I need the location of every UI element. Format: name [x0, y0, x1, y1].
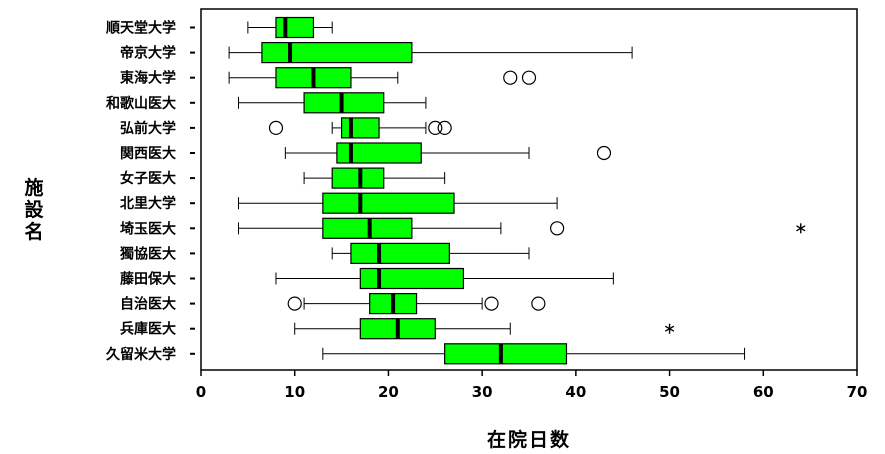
extreme-stroke: [796, 225, 806, 232]
box-1: [247, 16, 333, 39]
category-label: 獨協医大: [119, 245, 176, 262]
category-label: 久留米大学: [105, 346, 176, 363]
extreme-point: [664, 323, 675, 334]
category-label: 和歌山医大: [106, 95, 176, 112]
box-9: [237, 217, 806, 239]
box-iqr: [444, 343, 568, 365]
category-label: 順天堂大学: [106, 20, 176, 37]
outlier-point: [521, 70, 537, 85]
x-tick-label: 20: [378, 383, 399, 401]
box-iqr: [359, 267, 465, 290]
y-axis-title: 施設名: [24, 176, 44, 243]
x-tick-label: 60: [753, 383, 774, 401]
category-label: 女子医大: [120, 170, 176, 187]
box-5: [268, 117, 452, 139]
x-axis: 0 10 20 30 40 50 60 70: [196, 370, 868, 401]
plot-frame: [200, 8, 858, 371]
box-iqr: [275, 16, 315, 39]
extreme-stroke: [664, 325, 675, 332]
box-6: [284, 142, 612, 164]
box-iqr: [350, 242, 450, 264]
box-7: [303, 167, 446, 189]
box-iqr: [322, 192, 455, 214]
box-3: [228, 67, 537, 89]
box-iqr: [261, 41, 413, 64]
x-tick-label: 10: [284, 383, 305, 401]
box-iqr: [322, 217, 413, 239]
box-12: [287, 293, 546, 315]
outlier-point: [596, 145, 612, 161]
box-4: [237, 92, 427, 114]
outlier-point: [268, 120, 284, 136]
outlier-point: [287, 296, 302, 311]
box-13: [294, 318, 675, 340]
category-label: 自治医大: [120, 296, 176, 313]
category-label: 埼玉医大: [120, 220, 176, 237]
box-10: [331, 242, 530, 264]
box-iqr: [340, 117, 380, 139]
category-labels: 順天堂大学帝京大学東海大学和歌山医大弘前大学関西医大女子医大北里大学埼玉医大獨協…: [105, 20, 195, 363]
x-axis-title: 在院日数: [487, 428, 571, 451]
extreme-point: [796, 223, 806, 234]
box-14: [322, 343, 746, 365]
outlier-point: [550, 221, 565, 236]
x-tick-label: 40: [565, 383, 586, 401]
category-label: 関西医大: [120, 145, 176, 162]
box-2: [228, 41, 633, 64]
category-label: 東海大学: [120, 70, 176, 87]
box-11: [275, 267, 614, 290]
outlier-point: [503, 70, 518, 85]
outlier-point: [437, 120, 452, 136]
category-label: 帝京大学: [120, 45, 176, 62]
box-iqr: [336, 142, 422, 164]
box-iqr: [331, 167, 385, 189]
category-label: 北里大学: [120, 195, 176, 212]
category-label: 兵庫医大: [120, 321, 176, 338]
outlier-point: [484, 296, 499, 311]
outlier-point: [428, 120, 443, 136]
category-label: 藤田保大: [120, 271, 176, 288]
box-iqr: [303, 92, 385, 114]
category-label: 弘前大学: [120, 120, 176, 137]
x-tick-label: 50: [659, 383, 680, 401]
outlier-point: [531, 296, 546, 311]
x-tick-label: 0: [196, 383, 206, 401]
x-tick-label: 30: [472, 383, 493, 401]
x-tick-label: 70: [847, 383, 868, 401]
box-8: [237, 192, 558, 214]
box-series: [228, 16, 806, 365]
